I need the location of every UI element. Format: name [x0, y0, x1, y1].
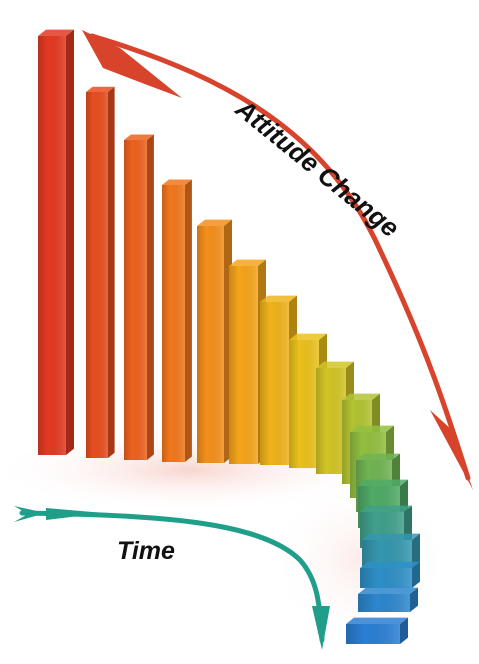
domino-bar	[289, 333, 327, 468]
time-arrow-icon	[14, 506, 330, 650]
domino-bar	[162, 179, 192, 463]
domino-bars	[38, 29, 420, 644]
domino-bar	[360, 561, 420, 588]
domino-bar	[358, 587, 418, 612]
domino-bar	[197, 219, 232, 463]
domino-bar	[316, 361, 354, 474]
domino-bar	[38, 29, 74, 455]
domino-bar	[124, 134, 154, 461]
time-label: Time	[117, 537, 175, 565]
attitude-arrow-icon	[82, 30, 473, 490]
attitude-change-label: Attitude Change	[229, 93, 405, 243]
domino-bar	[346, 617, 408, 644]
domino-bar	[86, 86, 115, 458]
